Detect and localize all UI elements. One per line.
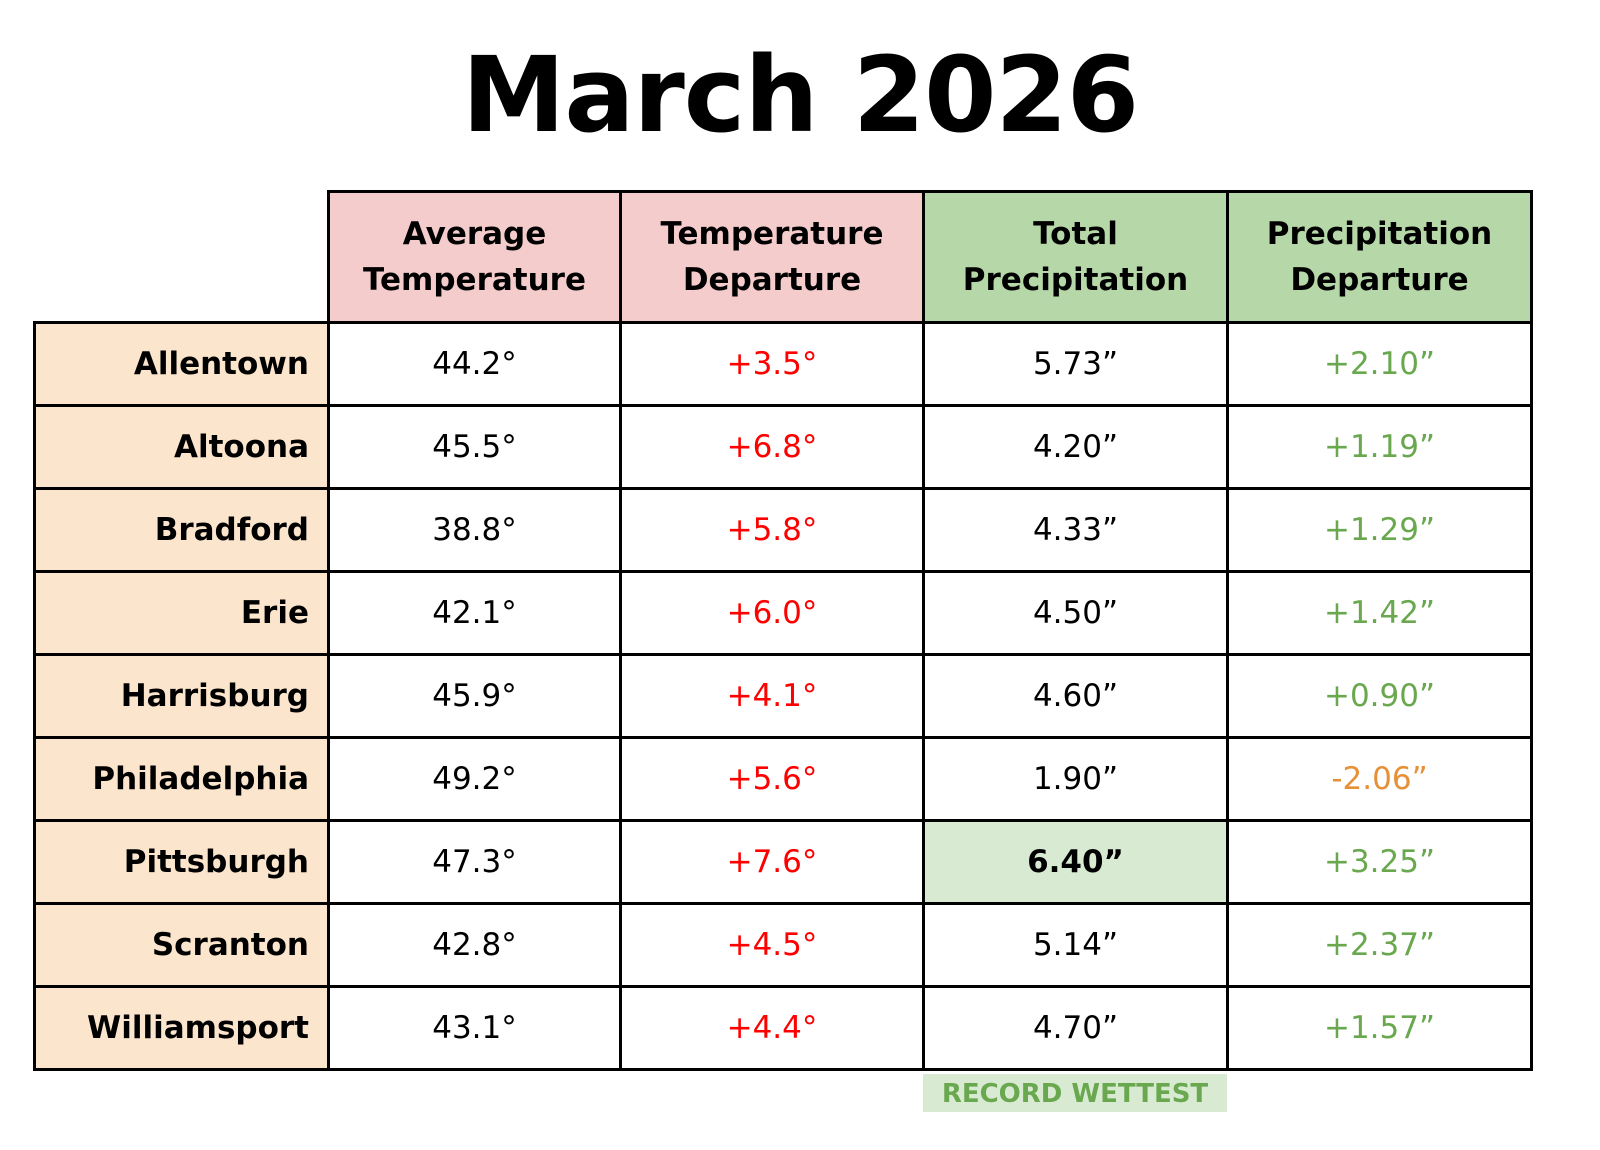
precipitation-departure-cell: -2.06” (1226, 736, 1533, 822)
precipitation-departure-cell: +1.29” (1226, 487, 1533, 573)
temperature-departure-cell: +6.0° (619, 570, 925, 656)
precipitation-departure-cell: +0.90” (1226, 653, 1533, 739)
table-row: Altoona 45.5° +6.8° 4.20” +1.19” (33, 404, 1533, 490)
total-precipitation-cell: 5.14” (922, 902, 1229, 988)
header-line: Total (1033, 216, 1118, 252)
average-temperature-cell: 42.1° (327, 570, 622, 656)
temperature-departure-cell: +4.5° (619, 902, 925, 988)
city-cell: Williamsport (33, 985, 330, 1071)
average-temperature-cell: 38.8° (327, 487, 622, 573)
header-line: Average (402, 216, 547, 252)
header-line: Departure (1290, 262, 1469, 298)
average-temperature-cell: 45.5° (327, 404, 622, 490)
header-line: Precipitation (1266, 216, 1493, 252)
total-precipitation-cell: 5.73” (922, 321, 1229, 407)
total-precipitation-cell: 6.40” (922, 819, 1229, 905)
header-line: Departure (682, 262, 862, 298)
average-temperature-cell: 42.8° (327, 902, 622, 988)
header-line: Temperature (363, 262, 586, 298)
total-precipitation-cell: 4.70” (922, 985, 1229, 1071)
city-cell: Allentown (33, 321, 330, 407)
temperature-departure-cell: +6.8° (619, 404, 925, 490)
temperature-departure-cell: +7.6° (619, 819, 925, 905)
header-temperature-departure: Temperature Departure (619, 190, 925, 324)
average-temperature-cell: 47.3° (327, 819, 622, 905)
table-row: Allentown 44.2° +3.5° 5.73” +2.10” (33, 321, 1533, 407)
average-temperature-cell: 44.2° (327, 321, 622, 407)
header-average-temperature: Average Temperature (327, 190, 622, 324)
temperature-departure-cell: +4.4° (619, 985, 925, 1071)
table-body: Allentown 44.2° +3.5° 5.73” +2.10” Altoona 45.… (33, 321, 1533, 1071)
header-line: Precipitation (962, 262, 1189, 298)
total-precipitation-cell: 1.90” (922, 736, 1229, 822)
city-cell: Harrisburg (33, 653, 330, 739)
city-cell: Pittsburgh (33, 819, 330, 905)
corner-cell (35, 192, 329, 323)
table-row: Pittsburgh 47.3° +7.6° 6.40” +3.25” (33, 819, 1533, 905)
city-cell: Scranton (33, 902, 330, 988)
city-cell: Bradford (33, 487, 330, 573)
total-precipitation-cell: 4.50” (922, 570, 1229, 656)
header-precipitation-departure: Precipitation Departure (1226, 190, 1533, 324)
precipitation-departure-cell: +1.42” (1226, 570, 1533, 656)
table-row: Erie 42.1° +6.0° 4.50” +1.42” (33, 570, 1533, 656)
precipitation-departure-cell: +3.25” (1226, 819, 1533, 905)
precipitation-departure-cell: +1.19” (1226, 404, 1533, 490)
table-row: Bradford 38.8° +5.8° 4.33” +1.29” (33, 487, 1533, 573)
table-row: Harrisburg 45.9° +4.1° 4.60” +0.90” (33, 653, 1533, 739)
city-cell: Erie (33, 570, 330, 656)
temperature-departure-cell: +3.5° (619, 321, 925, 407)
temperature-departure-cell: +5.6° (619, 736, 925, 822)
climate-table: Average Temperature Temperature Departur… (33, 190, 1533, 1071)
table-row: Williamsport 43.1° +4.4° 4.70” +1.57” (33, 985, 1533, 1071)
average-temperature-cell: 43.1° (327, 985, 622, 1071)
total-precipitation-cell: 4.20” (922, 404, 1229, 490)
city-cell: Philadelphia (33, 736, 330, 822)
temperature-departure-cell: +5.8° (619, 487, 925, 573)
table-row: Scranton 42.8° +4.5° 5.14” +2.37” (33, 902, 1533, 988)
total-precipitation-cell: 4.33” (922, 487, 1229, 573)
record-wettest-note: RECORD WETTEST (923, 1074, 1227, 1112)
header-row: Average Temperature Temperature Departur… (35, 190, 1533, 324)
city-cell: Altoona (33, 404, 330, 490)
precipitation-departure-cell: +1.57” (1226, 985, 1533, 1071)
header-total-precipitation: Total Precipitation (922, 190, 1229, 324)
table-row: Philadelphia 49.2° +5.6° 1.90” -2.06” (33, 736, 1533, 822)
temperature-departure-cell: +4.1° (619, 653, 925, 739)
page-title: March 2026 (461, 34, 1139, 156)
total-precipitation-cell: 4.60” (922, 653, 1229, 739)
header-line: Temperature (660, 216, 884, 252)
precipitation-departure-cell: +2.37” (1226, 902, 1533, 988)
average-temperature-cell: 49.2° (327, 736, 622, 822)
precipitation-departure-cell: +2.10” (1226, 321, 1533, 407)
average-temperature-cell: 45.9° (327, 653, 622, 739)
